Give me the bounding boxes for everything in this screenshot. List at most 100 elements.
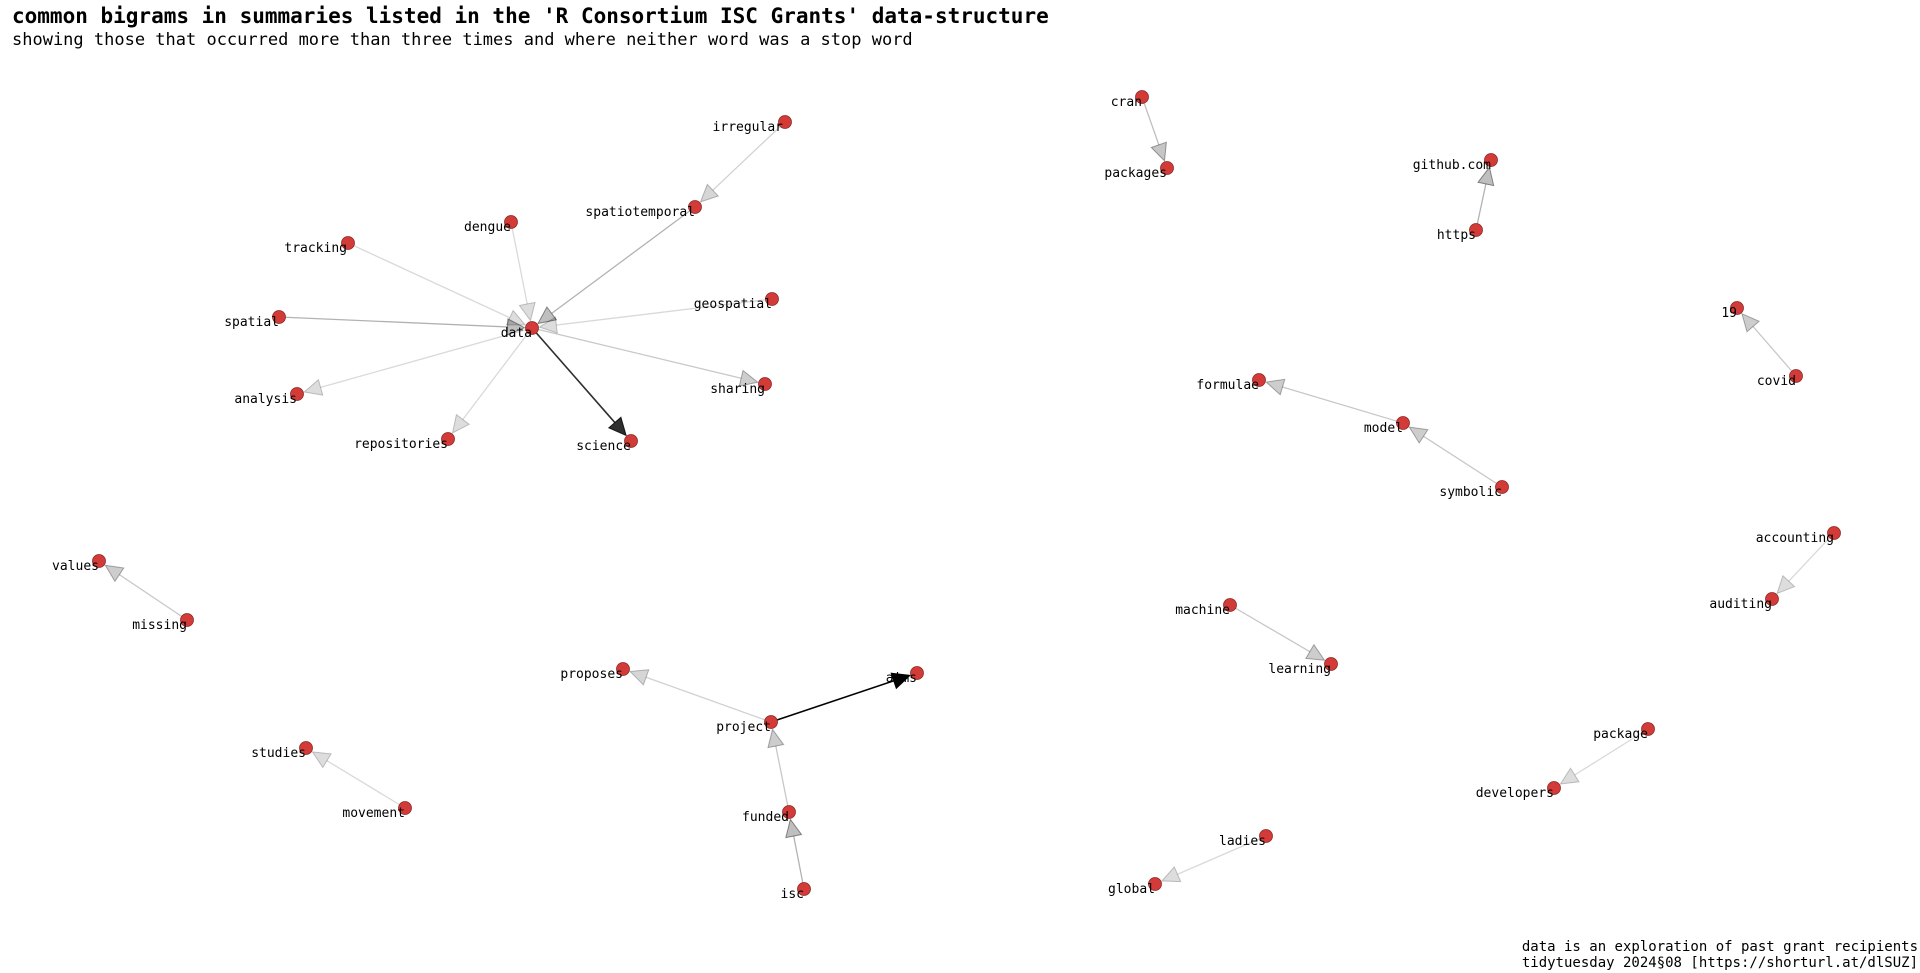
node-irregular: [778, 115, 792, 129]
node-label-data: data: [501, 326, 532, 341]
label-layer: data irregular spatiotemporal dengue trackin…: [52, 95, 1834, 902]
node-label-auditing: auditing: [1709, 597, 1772, 612]
node-label-aims: aims: [886, 671, 917, 686]
edge-line: [320, 327, 533, 389]
node-label-covid: covid: [1757, 374, 1796, 389]
edge-line: [1574, 728, 1649, 776]
node-label-symbolic: symbolic: [1439, 485, 1502, 500]
edge-arrowhead: [1304, 643, 1326, 661]
edge-cran-packages: [1141, 96, 1167, 163]
caption-line-1: data is an exploration of past grant rec…: [1521, 939, 1918, 955]
edge-tracking-data: [347, 242, 527, 326]
edge-arrowhead: [104, 564, 125, 583]
node-label-project: project: [716, 720, 771, 735]
edge-line: [1752, 326, 1797, 377]
edge-arrowhead: [505, 309, 527, 326]
chart-title: common bigrams in summaries listed in th…: [12, 4, 1049, 28]
node-label-https: https: [1437, 228, 1476, 243]
edge-line: [775, 745, 790, 813]
node-label-isc: isc: [781, 887, 804, 902]
node-label-sharing: sharing: [710, 382, 765, 397]
edge-arrowhead: [537, 306, 558, 325]
edge-spatial-data: [278, 316, 526, 336]
edge-dengue-data: [510, 221, 536, 322]
edge-geospatial-data: [538, 298, 773, 334]
edge-line: [1423, 435, 1503, 488]
node-project: [764, 715, 778, 729]
node-missing: [180, 613, 194, 627]
edge-arrowhead: [451, 413, 471, 434]
edge-line: [793, 835, 805, 890]
node-movement: [398, 801, 412, 815]
node-label-analysis: analysis: [234, 392, 297, 407]
edge-arrowhead: [1408, 426, 1429, 444]
node-auditing: [1765, 592, 1779, 606]
node-label-repositories: repositories: [354, 437, 448, 452]
node-label-tracking: tracking: [284, 241, 347, 256]
node-label-science: science: [576, 439, 631, 454]
edge-funded-project: [767, 728, 790, 813]
edge-arrowhead: [538, 316, 558, 334]
node-label-values: values: [52, 559, 99, 574]
node-label-irregular: irregular: [713, 120, 784, 135]
chart-subtitle: showing those that occurred more than th…: [12, 30, 913, 50]
node-tracking: [341, 236, 355, 250]
node-covid: [1789, 369, 1803, 383]
node-aims: [910, 666, 924, 680]
node-data: [525, 321, 539, 335]
node-sharing: [758, 377, 772, 391]
edge-project-aims: [770, 672, 912, 723]
edge-line: [531, 327, 742, 379]
node-proposes: [616, 662, 630, 676]
edge-arrowhead: [1559, 767, 1580, 785]
node-label-formulae: formulae: [1196, 378, 1259, 393]
edge-arrowhead: [785, 818, 803, 839]
node-label-developers: developers: [1476, 786, 1554, 801]
edge-line: [326, 760, 406, 809]
edge-https-github: [1475, 166, 1495, 231]
node-values: [92, 554, 106, 568]
edge-arrowhead: [738, 369, 759, 387]
node-science: [624, 434, 638, 448]
edge-arrowhead: [767, 728, 785, 749]
edge-arrowhead: [1150, 141, 1167, 163]
node-studies: [299, 741, 313, 755]
node-label-funded: funded: [742, 810, 789, 825]
edge-line: [1282, 386, 1404, 424]
node-ladies: [1259, 829, 1273, 843]
edge-line: [1177, 835, 1267, 875]
edge-line: [510, 221, 528, 305]
edge-line: [645, 676, 772, 723]
node-label-spatiotemporal: spatiotemporal: [585, 205, 695, 220]
edge-model-formulae: [1265, 378, 1404, 424]
node-learning: [1324, 657, 1338, 671]
edge-machine-learning: [1229, 604, 1326, 661]
edge-line: [551, 206, 696, 314]
edge-arrowhead: [506, 318, 526, 336]
node-label-movement: movement: [342, 806, 405, 821]
node-label-geospatial: geospatial: [694, 297, 772, 312]
caption: data is an exploration of past grant rec…: [1522, 939, 1918, 971]
edge-arrowhead: [699, 183, 720, 203]
node-packages: [1160, 161, 1174, 175]
node-label-package: package: [1593, 727, 1648, 742]
edge-layer: [104, 96, 1835, 890]
node-model: [1396, 416, 1410, 430]
edge-arrowhead: [1776, 574, 1796, 595]
node-symbolic: [1495, 480, 1509, 494]
edge-arrowhead: [890, 672, 912, 690]
node-label-spatial: spatial: [224, 315, 279, 330]
edge-line: [556, 298, 773, 326]
node-label-19: 19: [1721, 306, 1737, 321]
edge-data-science: [531, 327, 627, 437]
edge-ladies-global: [1160, 835, 1267, 883]
node-label-machine: machine: [1175, 603, 1230, 618]
edge-line: [1788, 532, 1835, 582]
edge-data-analysis: [303, 327, 533, 396]
edge-line: [118, 574, 188, 621]
node-global: [1148, 877, 1162, 891]
edge-movement-studies: [311, 751, 406, 809]
caption-line-2: tidytuesday 2024§08 [https://shorturl.at…: [1521, 955, 1918, 971]
edge-line: [1141, 96, 1160, 146]
